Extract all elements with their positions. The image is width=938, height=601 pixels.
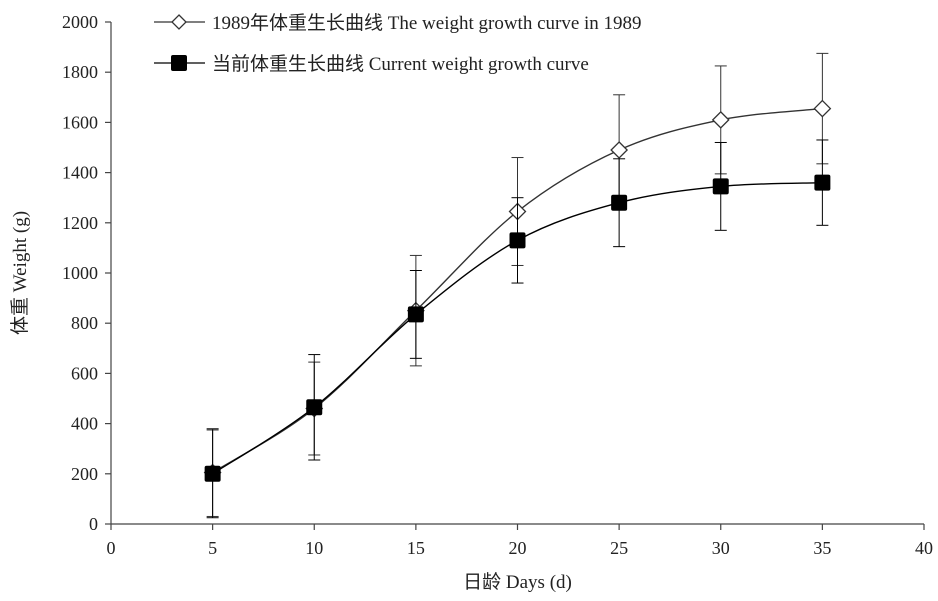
legend-label-current: 当前体重生长曲线 Current weight growth curve: [212, 53, 589, 75]
y-tick-label: 1600: [62, 112, 98, 132]
data-point-diamond: [813, 99, 832, 118]
x-tick-label: 15: [407, 538, 425, 558]
x-tick-label: 40: [915, 538, 933, 558]
data-point-square: [306, 399, 323, 416]
legend-marker-filled-square: [171, 55, 187, 71]
legend-item-current: 当前体重生长曲线 Current weight growth curve: [154, 53, 589, 75]
x-tick-label: 0: [107, 538, 116, 558]
plot-area: [203, 52, 832, 519]
y-tick-label: 200: [71, 464, 98, 484]
data-point-square: [509, 232, 526, 249]
y-ticks: 0 200 400 600 800 1000 1200 1400 1600 1800 2000: [62, 12, 111, 534]
data-point-diamond: [711, 110, 730, 129]
legend: 1989年体重生长曲线 The weight growth curve in 1…: [154, 12, 642, 75]
y-tick-label: 1200: [62, 213, 98, 233]
y-tick-label: 1800: [62, 62, 98, 82]
y-tick-label: 800: [71, 313, 98, 333]
x-tick-label: 20: [509, 538, 527, 558]
legend-marker-open-diamond: [171, 14, 187, 30]
x-tick-label: 10: [305, 538, 323, 558]
legend-item-1989: 1989年体重生长曲线 The weight growth curve in 1…: [154, 12, 642, 34]
series-1989: [203, 52, 832, 517]
data-point-square: [814, 174, 831, 191]
y-tick-label: 600: [71, 363, 98, 383]
x-axis-title: 日龄 Days (d): [463, 571, 572, 593]
legend-label-1989: 1989年体重生长曲线 The weight growth curve in 1…: [212, 12, 642, 34]
y-tick-label: 0: [89, 514, 98, 534]
x-tick-label: 5: [208, 538, 217, 558]
data-point-diamond: [610, 141, 629, 159]
data-point-square: [712, 178, 729, 195]
y-tick-label: 400: [71, 414, 98, 434]
data-point-square: [407, 306, 424, 323]
x-tick-label: 35: [813, 538, 831, 558]
series-current: [204, 139, 831, 519]
y-tick-label: 1400: [62, 163, 98, 183]
x-ticks: 0 5 10 15 20 25 30 35 40: [107, 524, 933, 558]
y-axis-title: 体重 Weight (g): [9, 211, 31, 335]
x-tick-label: 30: [712, 538, 730, 558]
x-tick-label: 25: [610, 538, 628, 558]
data-point-square: [204, 465, 221, 482]
data-point-square: [611, 194, 628, 211]
y-tick-label: 2000: [62, 12, 98, 32]
y-tick-label: 1000: [62, 263, 98, 283]
